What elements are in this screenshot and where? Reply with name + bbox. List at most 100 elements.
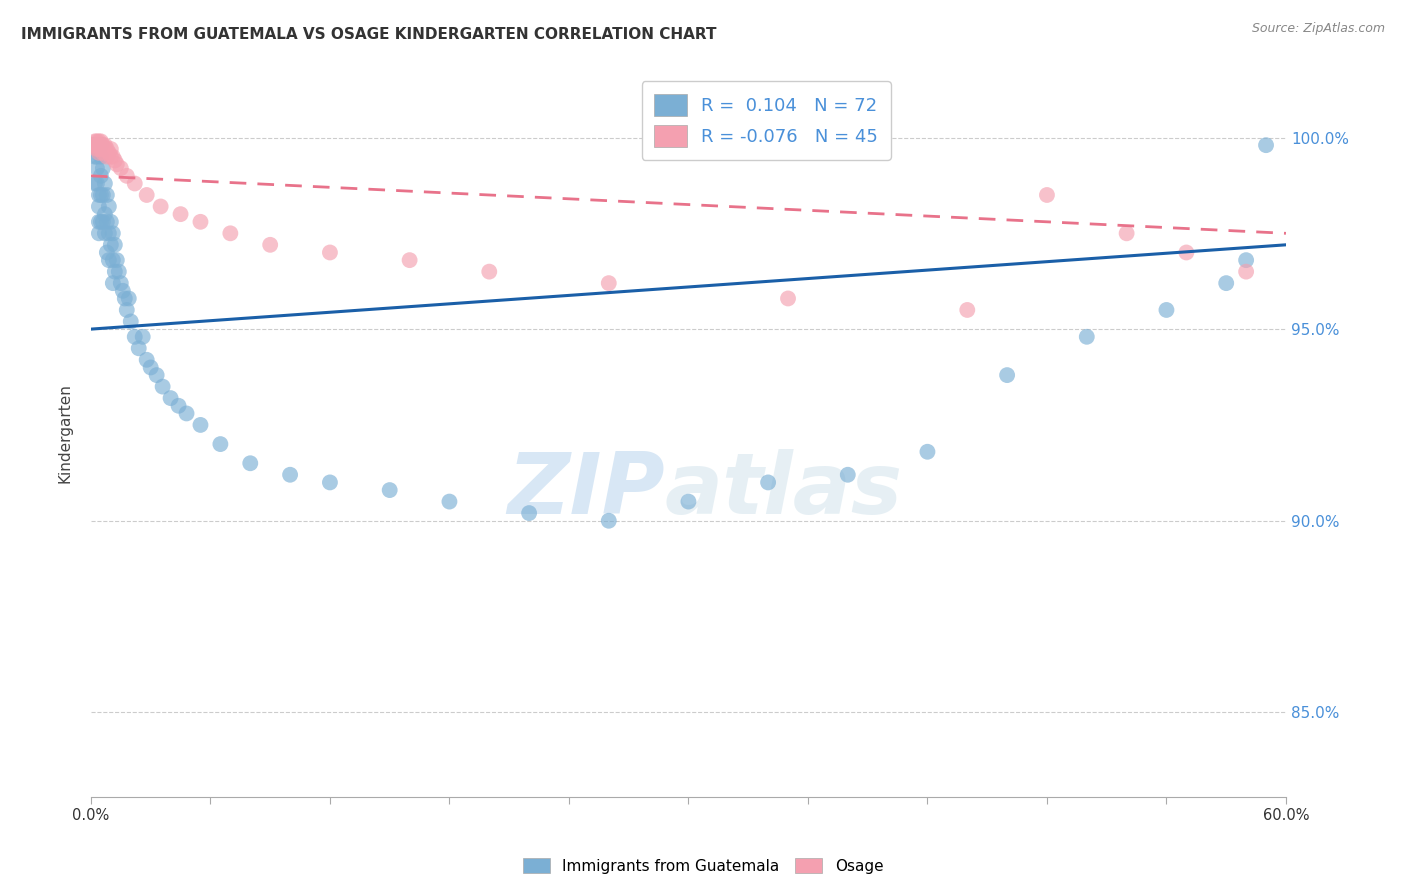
Point <box>120 314 142 328</box>
Point <box>956 302 979 317</box>
Point <box>84 138 107 153</box>
Point <box>132 330 155 344</box>
Point <box>111 284 134 298</box>
Point <box>278 467 301 482</box>
Point <box>105 157 128 171</box>
Point <box>114 292 136 306</box>
Point <box>101 150 124 164</box>
Point <box>259 237 281 252</box>
Point <box>100 215 122 229</box>
Point <box>478 265 501 279</box>
Point <box>97 145 120 160</box>
Point <box>82 138 104 153</box>
Point <box>678 494 700 508</box>
Y-axis label: Kindergarten: Kindergarten <box>58 383 72 483</box>
Point <box>90 142 112 156</box>
Point <box>101 276 124 290</box>
Point <box>1156 302 1178 317</box>
Point <box>128 341 150 355</box>
Point <box>598 514 620 528</box>
Point <box>100 150 122 164</box>
Point <box>96 215 118 229</box>
Point <box>190 417 212 432</box>
Point <box>101 227 124 241</box>
Point <box>115 169 138 183</box>
Point <box>87 215 110 229</box>
Point <box>101 253 124 268</box>
Point <box>190 215 212 229</box>
Point <box>439 494 461 508</box>
Point <box>756 475 779 490</box>
Legend: Immigrants from Guatemala, Osage: Immigrants from Guatemala, Osage <box>516 852 890 880</box>
Point <box>87 138 110 153</box>
Point <box>91 138 114 153</box>
Point <box>82 138 104 153</box>
Point <box>104 265 127 279</box>
Point <box>176 406 198 420</box>
Point <box>1175 245 1198 260</box>
Point <box>398 253 420 268</box>
Point <box>209 437 232 451</box>
Point <box>152 379 174 393</box>
Point <box>90 134 112 148</box>
Point <box>169 207 191 221</box>
Point <box>94 138 117 153</box>
Point <box>87 145 110 160</box>
Point <box>319 245 342 260</box>
Point <box>1215 276 1237 290</box>
Point <box>87 142 110 156</box>
Point <box>87 199 110 213</box>
Point <box>91 215 114 229</box>
Point <box>97 227 120 241</box>
Point <box>100 237 122 252</box>
Point <box>90 169 112 183</box>
Point <box>104 237 127 252</box>
Point <box>135 188 157 202</box>
Legend: R =  0.104   N = 72, R = -0.076   N = 45: R = 0.104 N = 72, R = -0.076 N = 45 <box>641 81 890 160</box>
Point <box>776 292 799 306</box>
Point <box>1254 138 1277 153</box>
Point <box>145 368 167 383</box>
Point <box>118 292 141 306</box>
Point <box>94 142 117 156</box>
Point <box>1115 227 1137 241</box>
Point <box>239 456 262 470</box>
Point <box>86 150 108 164</box>
Point <box>1234 253 1257 268</box>
Point <box>1076 330 1098 344</box>
Point <box>90 138 112 153</box>
Point <box>86 161 108 176</box>
Point <box>517 506 540 520</box>
Point <box>995 368 1018 383</box>
Text: atlas: atlas <box>665 450 903 533</box>
Point <box>84 134 107 148</box>
Point <box>100 142 122 156</box>
Point <box>87 134 110 148</box>
Point <box>91 188 114 202</box>
Point <box>219 227 242 241</box>
Point <box>139 360 162 375</box>
Point <box>90 138 112 153</box>
Point <box>94 177 117 191</box>
Point <box>94 207 117 221</box>
Point <box>124 330 146 344</box>
Point <box>96 245 118 260</box>
Point <box>84 177 107 191</box>
Point <box>104 153 127 168</box>
Point <box>87 227 110 241</box>
Point <box>91 145 114 160</box>
Point <box>97 199 120 213</box>
Point <box>84 150 107 164</box>
Point <box>96 150 118 164</box>
Point <box>124 177 146 191</box>
Point <box>91 161 114 176</box>
Point <box>90 215 112 229</box>
Point <box>86 138 108 153</box>
Point <box>159 391 181 405</box>
Point <box>96 142 118 156</box>
Point <box>87 188 110 202</box>
Point <box>1036 188 1059 202</box>
Point <box>86 138 108 153</box>
Point <box>917 444 939 458</box>
Point <box>86 177 108 191</box>
